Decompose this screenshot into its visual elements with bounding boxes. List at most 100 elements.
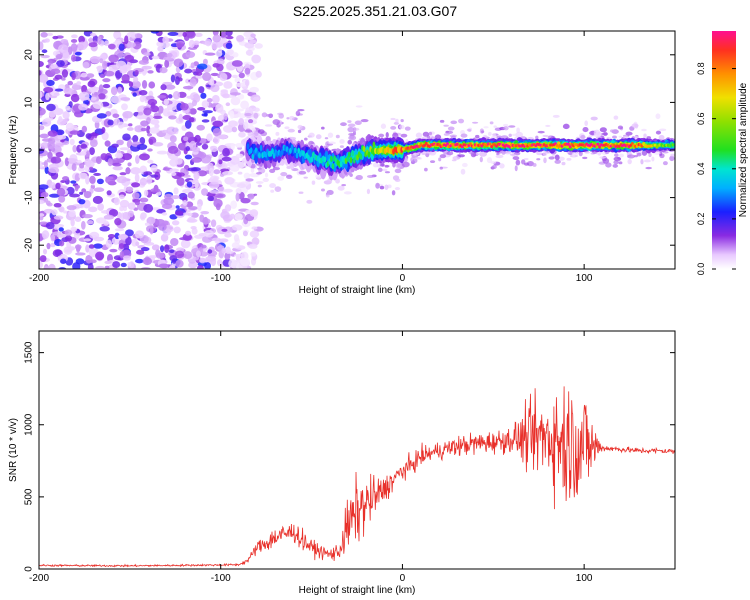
y-tick-label: -10 (24, 190, 35, 205)
noise-blob (89, 175, 96, 184)
noise-blob (247, 194, 255, 200)
noise-blob (42, 248, 48, 255)
halo-blob (447, 126, 455, 131)
noise-blob (114, 152, 124, 159)
noise-blob (147, 159, 154, 164)
halo-blob (439, 119, 445, 123)
noise-blob (44, 38, 50, 43)
noise-blob (149, 226, 154, 235)
noise-blob (217, 134, 229, 140)
halo-blob (315, 134, 322, 140)
halo-blob (278, 113, 284, 119)
noise-blob (225, 31, 233, 37)
noise-blob (93, 236, 105, 242)
noise-blob (184, 120, 192, 129)
halo-blob (280, 172, 288, 177)
halo-blob (262, 177, 269, 183)
noise-blob (99, 58, 104, 64)
ridge-mark (596, 142, 600, 146)
noise-blob (78, 103, 89, 111)
noise-blob (74, 244, 82, 250)
noise-blob (240, 100, 250, 110)
noise-blob (201, 138, 207, 144)
noise-blob (64, 157, 69, 167)
halo-blob (662, 161, 668, 166)
halo-blob (479, 156, 483, 163)
noise-blob (238, 131, 246, 138)
halo-blob (297, 108, 305, 112)
noise-blob (222, 147, 230, 157)
noise-blob (82, 61, 90, 69)
halo-blob (599, 156, 607, 159)
ridge-mark (598, 145, 601, 149)
noise-blob (197, 107, 206, 111)
noise-blob (157, 94, 167, 99)
halo-blob (509, 153, 517, 156)
noise-blob (83, 238, 92, 242)
halo-blob (321, 188, 325, 192)
noise-blob (249, 209, 259, 217)
halo-blob (636, 152, 642, 157)
noise-blob (61, 69, 69, 78)
noise-blob (83, 190, 92, 199)
halo-blob (415, 132, 423, 138)
halo-blob (272, 119, 281, 126)
halo-blob (627, 158, 632, 165)
noise-blob (226, 49, 234, 55)
halo-blob (372, 162, 379, 168)
noise-blob (47, 130, 58, 137)
halo-blob (643, 159, 651, 163)
colorbar-tick-label: 0.4 (696, 163, 706, 176)
noise-blob (190, 62, 195, 69)
noise-blob (173, 58, 184, 68)
noise-blob (201, 218, 211, 225)
noise-blob (48, 166, 60, 174)
noise-blob (255, 70, 262, 78)
noise-blob (157, 105, 164, 114)
noise-blob (202, 58, 208, 66)
noise-blob (70, 218, 75, 227)
colorbar-tick-label: 0.8 (696, 62, 706, 75)
spectrogram-x-label: Height of straight line (km) (299, 285, 416, 296)
y-tick-label: 10 (24, 96, 35, 108)
noise-blob (71, 72, 76, 81)
halo-blob (298, 191, 304, 194)
halo-blob (655, 130, 662, 135)
noise-blob (195, 71, 203, 76)
halo-blob (412, 158, 418, 164)
noise-blob (173, 187, 179, 195)
noise-blob (186, 95, 194, 99)
noise-blob (46, 32, 54, 37)
halo-blob (375, 182, 380, 189)
noise-blob (77, 41, 88, 51)
noise-blob (72, 145, 78, 153)
noise-blob (235, 143, 244, 148)
noise-blob (134, 173, 140, 183)
noise-blob (66, 186, 75, 195)
halo-blob (303, 176, 308, 179)
noise-blob (99, 226, 110, 232)
noise-blob (48, 110, 56, 118)
noise-blob (107, 119, 114, 126)
halo-blob (495, 154, 504, 159)
noise-blob (206, 97, 213, 103)
noise-blob (171, 220, 180, 226)
halo-blob (247, 119, 254, 124)
noise-blob (223, 113, 228, 121)
noise-blob (160, 84, 167, 91)
ridge-mark (323, 156, 327, 163)
noise-blob (101, 131, 109, 141)
noise-blob (92, 101, 104, 109)
halo-blob (535, 135, 539, 140)
noise-blob (74, 216, 82, 222)
noise-blob (169, 168, 180, 172)
noise-blob (80, 150, 87, 156)
ridge-mark (488, 142, 492, 146)
noise-blob (139, 197, 149, 203)
noise-blob (229, 92, 241, 96)
halo-blob (545, 124, 551, 127)
noise-blob (136, 249, 145, 255)
halo-blob (542, 151, 548, 156)
halo-blob (341, 183, 346, 187)
noise-blob (136, 143, 148, 151)
